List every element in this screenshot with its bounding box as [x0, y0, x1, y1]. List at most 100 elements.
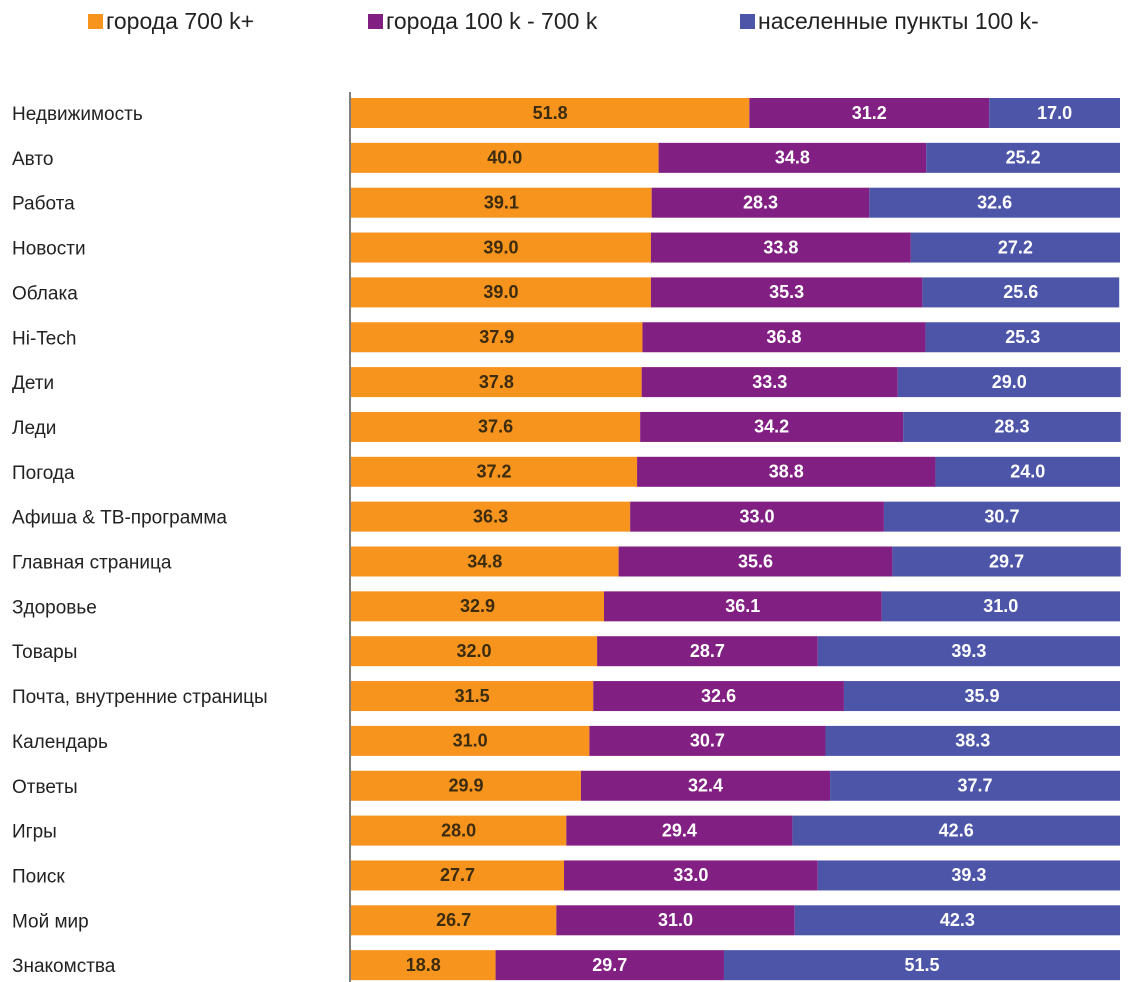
bar-segment [351, 501, 631, 532]
legend-label: населенные пункты 100 k- [758, 8, 1039, 34]
data-label: 39.3 [951, 865, 986, 885]
bar-segment [618, 546, 893, 577]
bar-segment [351, 367, 642, 398]
data-label: 25.3 [1005, 327, 1040, 347]
bar-segment [351, 232, 651, 263]
data-label: 34.8 [467, 551, 502, 571]
bar-segment [589, 725, 826, 756]
y-tick-label: Мой мир [12, 911, 89, 932]
bar-segment [637, 456, 936, 487]
bar-segment [351, 636, 598, 667]
bar-segment [897, 367, 1121, 398]
y-tick-label: Облака [12, 283, 78, 304]
data-label: 38.8 [769, 462, 804, 482]
y-tick-label: Погода [12, 463, 75, 484]
data-label: 37.7 [958, 776, 993, 796]
data-label: 33.3 [752, 372, 787, 392]
data-label: 36.1 [725, 596, 760, 616]
data-label: 51.5 [904, 955, 939, 975]
bar-segment [593, 681, 844, 712]
data-label: 42.3 [940, 910, 975, 930]
bar-segment [817, 636, 1120, 667]
bar-segment [903, 411, 1121, 442]
data-label: 36.3 [473, 506, 508, 526]
data-label: 39.0 [483, 237, 518, 257]
y-tick-label: Леди [12, 418, 56, 439]
data-label: 39.3 [951, 641, 986, 661]
y-tick-label: Главная страница [12, 553, 172, 574]
data-label: 25.2 [1006, 148, 1041, 168]
data-label: 36.8 [766, 327, 801, 347]
bar-segment [351, 546, 619, 577]
data-label: 33.8 [763, 237, 798, 257]
data-label: 32.4 [688, 776, 723, 796]
data-label: 27.2 [998, 237, 1033, 257]
y-tick-label: Игры [12, 822, 57, 843]
y-tick-label: Знакомства [12, 956, 116, 977]
bar-segment [749, 98, 990, 128]
legend-swatch [88, 14, 103, 29]
data-label: 42.6 [939, 820, 974, 840]
bar-segment [351, 950, 496, 981]
bar-segment [351, 591, 605, 622]
data-label: 37.9 [479, 327, 514, 347]
data-label: 37.6 [478, 417, 513, 437]
data-label: 35.3 [769, 282, 804, 302]
data-label: 39.0 [483, 282, 518, 302]
data-label: 33.0 [740, 506, 775, 526]
bar-segment [351, 456, 638, 487]
bar-segment [881, 591, 1120, 622]
bar-segment [566, 815, 793, 846]
bar-segment [910, 232, 1120, 263]
bar-segment [351, 681, 594, 712]
bar-segment [794, 905, 1120, 936]
bar-segment [351, 860, 565, 891]
y-tick-label: Новости [12, 239, 86, 260]
y-tick-label: Почта, внутренние страницы [12, 687, 268, 708]
bar-segment [351, 98, 750, 128]
bar-segment [650, 232, 911, 263]
bar-segment [843, 681, 1120, 712]
data-label: 31.0 [983, 596, 1018, 616]
data-label: 37.8 [479, 372, 514, 392]
y-tick-label: Товары [12, 642, 77, 663]
data-label: 32.6 [977, 192, 1012, 212]
data-label: 26.7 [436, 910, 471, 930]
y-tick-label: Недвижимость [12, 104, 143, 125]
bar-segment [351, 322, 643, 353]
bar-segment [830, 770, 1120, 801]
data-label: 29.9 [448, 776, 483, 796]
bar-segment [351, 411, 641, 442]
data-label: 28.0 [441, 820, 476, 840]
data-label: 29.7 [592, 955, 627, 975]
bar-segment [351, 142, 659, 173]
bar-segment [351, 770, 581, 801]
bar-segment [658, 142, 927, 173]
data-label: 29.7 [989, 551, 1024, 571]
data-label: 30.7 [690, 731, 725, 751]
bar-segment [925, 322, 1120, 353]
y-tick-label: Здоровье [12, 597, 97, 618]
bar-segment [935, 456, 1120, 487]
legend-label: города 700 k+ [106, 8, 254, 34]
data-label: 35.9 [964, 686, 999, 706]
bar-segment [640, 411, 904, 442]
y-tick-label: Афиша & ТВ-программа [12, 508, 227, 529]
bar-segment [351, 187, 652, 218]
data-label: 30.7 [984, 506, 1019, 526]
legend-swatch [368, 14, 383, 29]
bar-segment [564, 860, 818, 891]
data-label: 32.0 [457, 641, 492, 661]
y-tick-label: Дети [12, 373, 54, 394]
y-tick-label: Авто [12, 149, 53, 170]
bar-segment [792, 815, 1120, 846]
data-label: 31.2 [852, 103, 887, 123]
bar-segment [651, 187, 870, 218]
bar-segment [580, 770, 831, 801]
bar-segment [351, 277, 651, 308]
data-label: 28.3 [743, 192, 778, 212]
data-label: 29.4 [662, 820, 697, 840]
data-label: 34.2 [754, 417, 789, 437]
data-label: 35.6 [738, 551, 773, 571]
